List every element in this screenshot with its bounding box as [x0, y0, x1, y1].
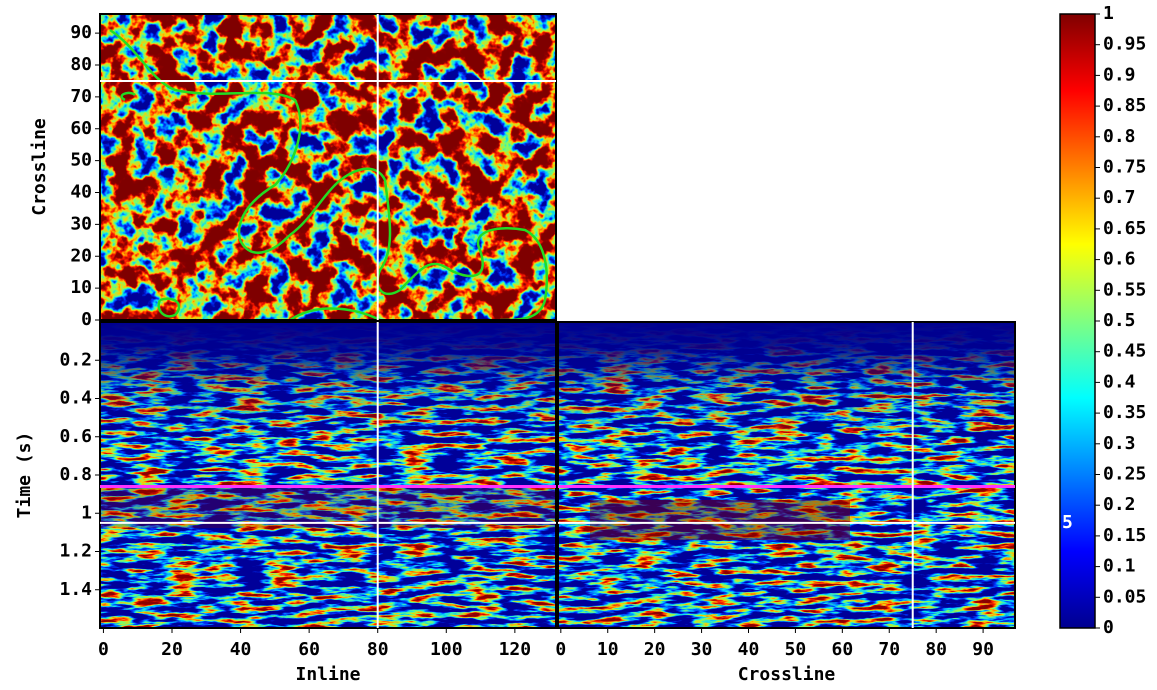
x-axis-label: Inline	[295, 664, 360, 685]
y-tick-label: 0.6	[1103, 249, 1136, 270]
y-tick-label: 0.3	[1103, 433, 1136, 454]
x-tick-label: 90	[972, 639, 994, 660]
y-tick-label: 50	[70, 150, 92, 171]
y-tick-label: 30	[70, 213, 92, 234]
x-tick-label: 20	[161, 639, 183, 660]
x-tick-label: 20	[644, 639, 666, 660]
x-tick-label: 70	[878, 639, 900, 660]
contour	[289, 307, 381, 320]
y-tick-label: 0.55	[1103, 279, 1146, 300]
contours	[109, 28, 549, 320]
x-tick-label: 80	[367, 639, 389, 660]
y-tick-label: 0.65	[1103, 218, 1146, 239]
attribute-texture	[100, 14, 556, 320]
colorbar	[1059, 13, 1096, 629]
y-axis-label: Crossline	[29, 118, 50, 216]
x-tick-label: 120	[499, 639, 532, 660]
y-tick-label: 1	[1103, 3, 1114, 24]
y-tick-label: 60	[70, 118, 92, 139]
x-tick-label: 50	[785, 639, 807, 660]
y-tick-label: 20	[70, 245, 92, 266]
x-tick-label: 80	[925, 639, 947, 660]
y-tick-label: 40	[70, 182, 92, 203]
y-tick-label: 0.85	[1103, 95, 1146, 116]
x-tick-label: 40	[230, 639, 252, 660]
y-tick-label: 70	[70, 86, 92, 107]
y-axis-label: Time (s)	[14, 432, 35, 519]
annotation: 5	[1062, 512, 1073, 533]
contour	[109, 28, 549, 320]
y-tick-label: 0.4	[1103, 371, 1136, 392]
y-tick-label: 90	[70, 22, 92, 43]
shade	[558, 322, 1015, 628]
y-tick-label: 0.2	[1103, 494, 1136, 515]
x-tick-label: 0	[555, 639, 566, 660]
y-tick-label: 10	[70, 277, 92, 298]
y-tick-label: 0.9	[1103, 64, 1136, 85]
x-tick-label: 100	[430, 639, 463, 660]
y-tick-label: 0.2	[59, 349, 92, 370]
x-tick-label: 40	[738, 639, 760, 660]
y-tick-label: 1.4	[59, 579, 92, 600]
y-tick-label: 0.4	[59, 388, 92, 409]
x-tick-label: 60	[831, 639, 853, 660]
y-tick-label: 0.95	[1103, 34, 1146, 55]
shade	[100, 322, 556, 628]
y-tick-label: 0.7	[1103, 187, 1136, 208]
y-tick-label: 0.15	[1103, 525, 1146, 546]
contour	[157, 297, 181, 318]
x-tick-label: 0	[98, 639, 109, 660]
y-tick-label: 1.2	[59, 541, 92, 562]
y-tick-label: 0	[81, 309, 92, 330]
y-tick-label: 0.8	[59, 464, 92, 485]
x-tick-label: 60	[298, 639, 320, 660]
y-tick-label: 0.5	[1103, 310, 1136, 331]
y-tick-label: 0	[1103, 617, 1114, 638]
x-tick-label: 30	[691, 639, 713, 660]
y-tick-label: 0.45	[1103, 341, 1146, 362]
x-axis-label: Crossline	[738, 664, 836, 685]
y-tick-label: 0.05	[1103, 586, 1146, 607]
y-tick-label: 0.75	[1103, 157, 1146, 178]
shade	[100, 488, 556, 528]
x-tick-label: 10	[597, 639, 619, 660]
y-tick-label: 1	[81, 502, 92, 523]
contour	[120, 91, 136, 102]
panel-frame	[99, 13, 557, 321]
y-tick-label: 0.1	[1103, 556, 1136, 577]
shade	[590, 500, 850, 540]
y-tick-label: 0.25	[1103, 464, 1146, 485]
panel-frame	[557, 321, 1016, 629]
y-tick-label: 0.8	[1103, 126, 1136, 147]
y-tick-label: 80	[70, 54, 92, 75]
y-tick-label: 0.35	[1103, 402, 1146, 423]
y-tick-label: 0.6	[59, 426, 92, 447]
